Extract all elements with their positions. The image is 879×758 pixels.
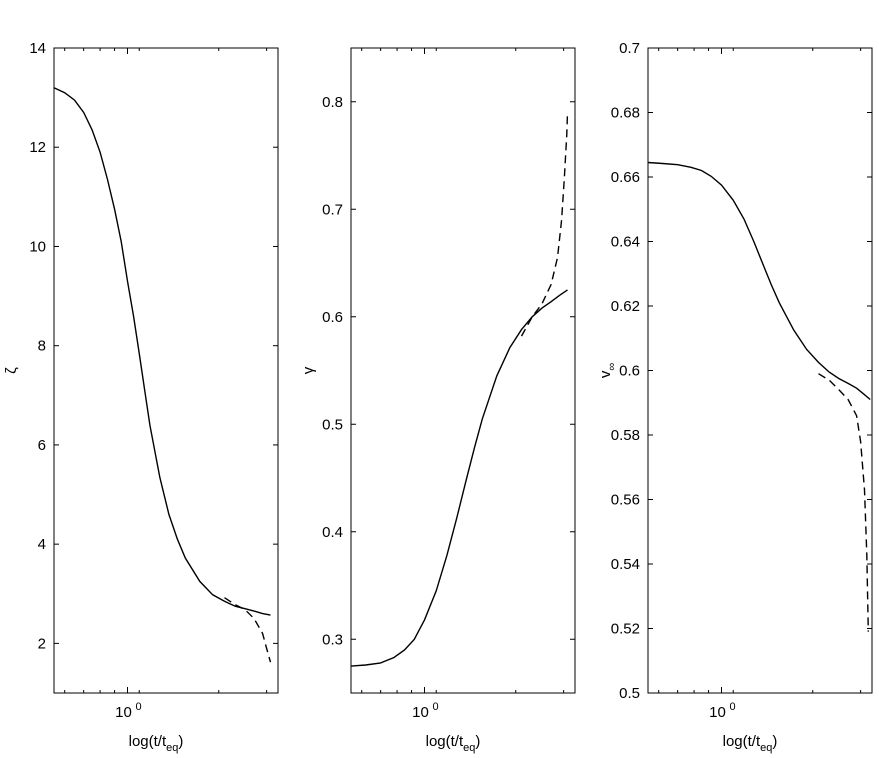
plot-frame-v-inf [647, 47, 873, 694]
y-tick-label-zeta: 10 [29, 238, 46, 255]
x-axis-label-sub: eq [166, 742, 178, 754]
y-tick-label-zeta: 2 [38, 635, 46, 652]
panel-gamma: 0.3 0.4 0.5 0.6 0.7 0.8 10 0 log(t/teq) γ [300, 47, 576, 754]
x-axis-label-close: ) [178, 733, 183, 750]
series-dashed-v-inf [818, 373, 869, 632]
x-axis-label-gamma: log(t/teq) [426, 733, 481, 754]
y-tick-label-zeta: 12 [29, 139, 46, 156]
x-axis-label-close: ) [772, 733, 777, 750]
panel-v-inf: 0.5 0.52 0.54 0.56 0.58 0.6 0.62 0.64 0.66 0.68 0.… [597, 40, 873, 754]
y-tick-label-v-inf: 0.54 [611, 556, 640, 573]
series-solid-zeta [53, 87, 271, 616]
y-tick-label-zeta: 8 [38, 338, 46, 355]
x-axis-label-main: log(t/t [129, 733, 167, 750]
y-tick-label-v-inf: 0.56 [611, 492, 640, 509]
y-axis-label-zeta: ζ [3, 367, 20, 374]
y-tick-label-v-inf: 0.58 [611, 427, 640, 444]
x-axis-label-sub: eq [463, 742, 475, 754]
y-tick-label-gamma: 0.3 [322, 631, 343, 648]
x-tick-exponent-zeta: 0 [136, 701, 142, 713]
x-tick-exponent-gamma: 0 [433, 701, 439, 713]
x-axis-label-sub: eq [760, 742, 772, 754]
y-axis-label-sub: ∞ [606, 363, 618, 371]
x-axis-label-v-inf: log(t/teq) [723, 733, 778, 754]
y-tick-label-v-inf: 0.7 [619, 40, 640, 57]
y-tick-label-gamma: 0.6 [322, 309, 343, 326]
series-solid-gamma [350, 289, 568, 667]
x-tick-label-zeta: 10 [115, 704, 132, 721]
x-axis-label-main: log(t/t [723, 733, 761, 750]
series-solid-v-inf [647, 161, 871, 401]
panel-zeta: 2 4 6 8 10 12 14 10 0 log(t/teq) ζ [3, 40, 279, 754]
y-axis-label-main: γ [300, 366, 317, 374]
series-dashed-gamma [520, 112, 569, 337]
y-tick-label-zeta: 6 [38, 437, 46, 454]
y-tick-label-gamma: 0.4 [322, 524, 343, 541]
x-tick-label-v-inf: 10 [709, 704, 726, 721]
y-tick-label-gamma: 0.7 [322, 201, 343, 218]
x-axis-label-zeta: log(t/teq) [129, 733, 184, 754]
y-tick-label-zeta: 4 [38, 536, 46, 553]
plot-frame-zeta [53, 47, 279, 694]
y-axis-label-main: ζ [3, 367, 20, 374]
plot-frame-gamma [350, 47, 576, 694]
y-tick-label-gamma: 0.5 [322, 416, 343, 433]
y-tick-label-v-inf: 0.66 [611, 169, 640, 186]
x-axis-label-close: ) [475, 733, 480, 750]
x-axis-label-main: log(t/t [426, 733, 464, 750]
y-tick-label-v-inf: 0.64 [611, 234, 640, 251]
x-tick-label-gamma: 10 [412, 704, 429, 721]
y-tick-label-v-inf: 0.6 [619, 363, 640, 380]
y-axis-label-gamma: γ [300, 366, 317, 374]
y-tick-label-v-inf: 0.62 [611, 298, 640, 315]
y-tick-label-gamma: 0.8 [322, 94, 343, 111]
series-dashed-zeta [224, 597, 272, 663]
x-tick-exponent-v-inf: 0 [730, 701, 736, 713]
y-tick-label-v-inf: 0.52 [611, 621, 640, 638]
y-tick-label-zeta: 14 [29, 40, 46, 57]
y-axis-label-v-inf: v∞ [597, 363, 618, 378]
y-tick-label-v-inf: 0.5 [619, 685, 640, 702]
y-axis-label-main: v [597, 370, 614, 378]
y-tick-label-v-inf: 0.68 [611, 105, 640, 122]
